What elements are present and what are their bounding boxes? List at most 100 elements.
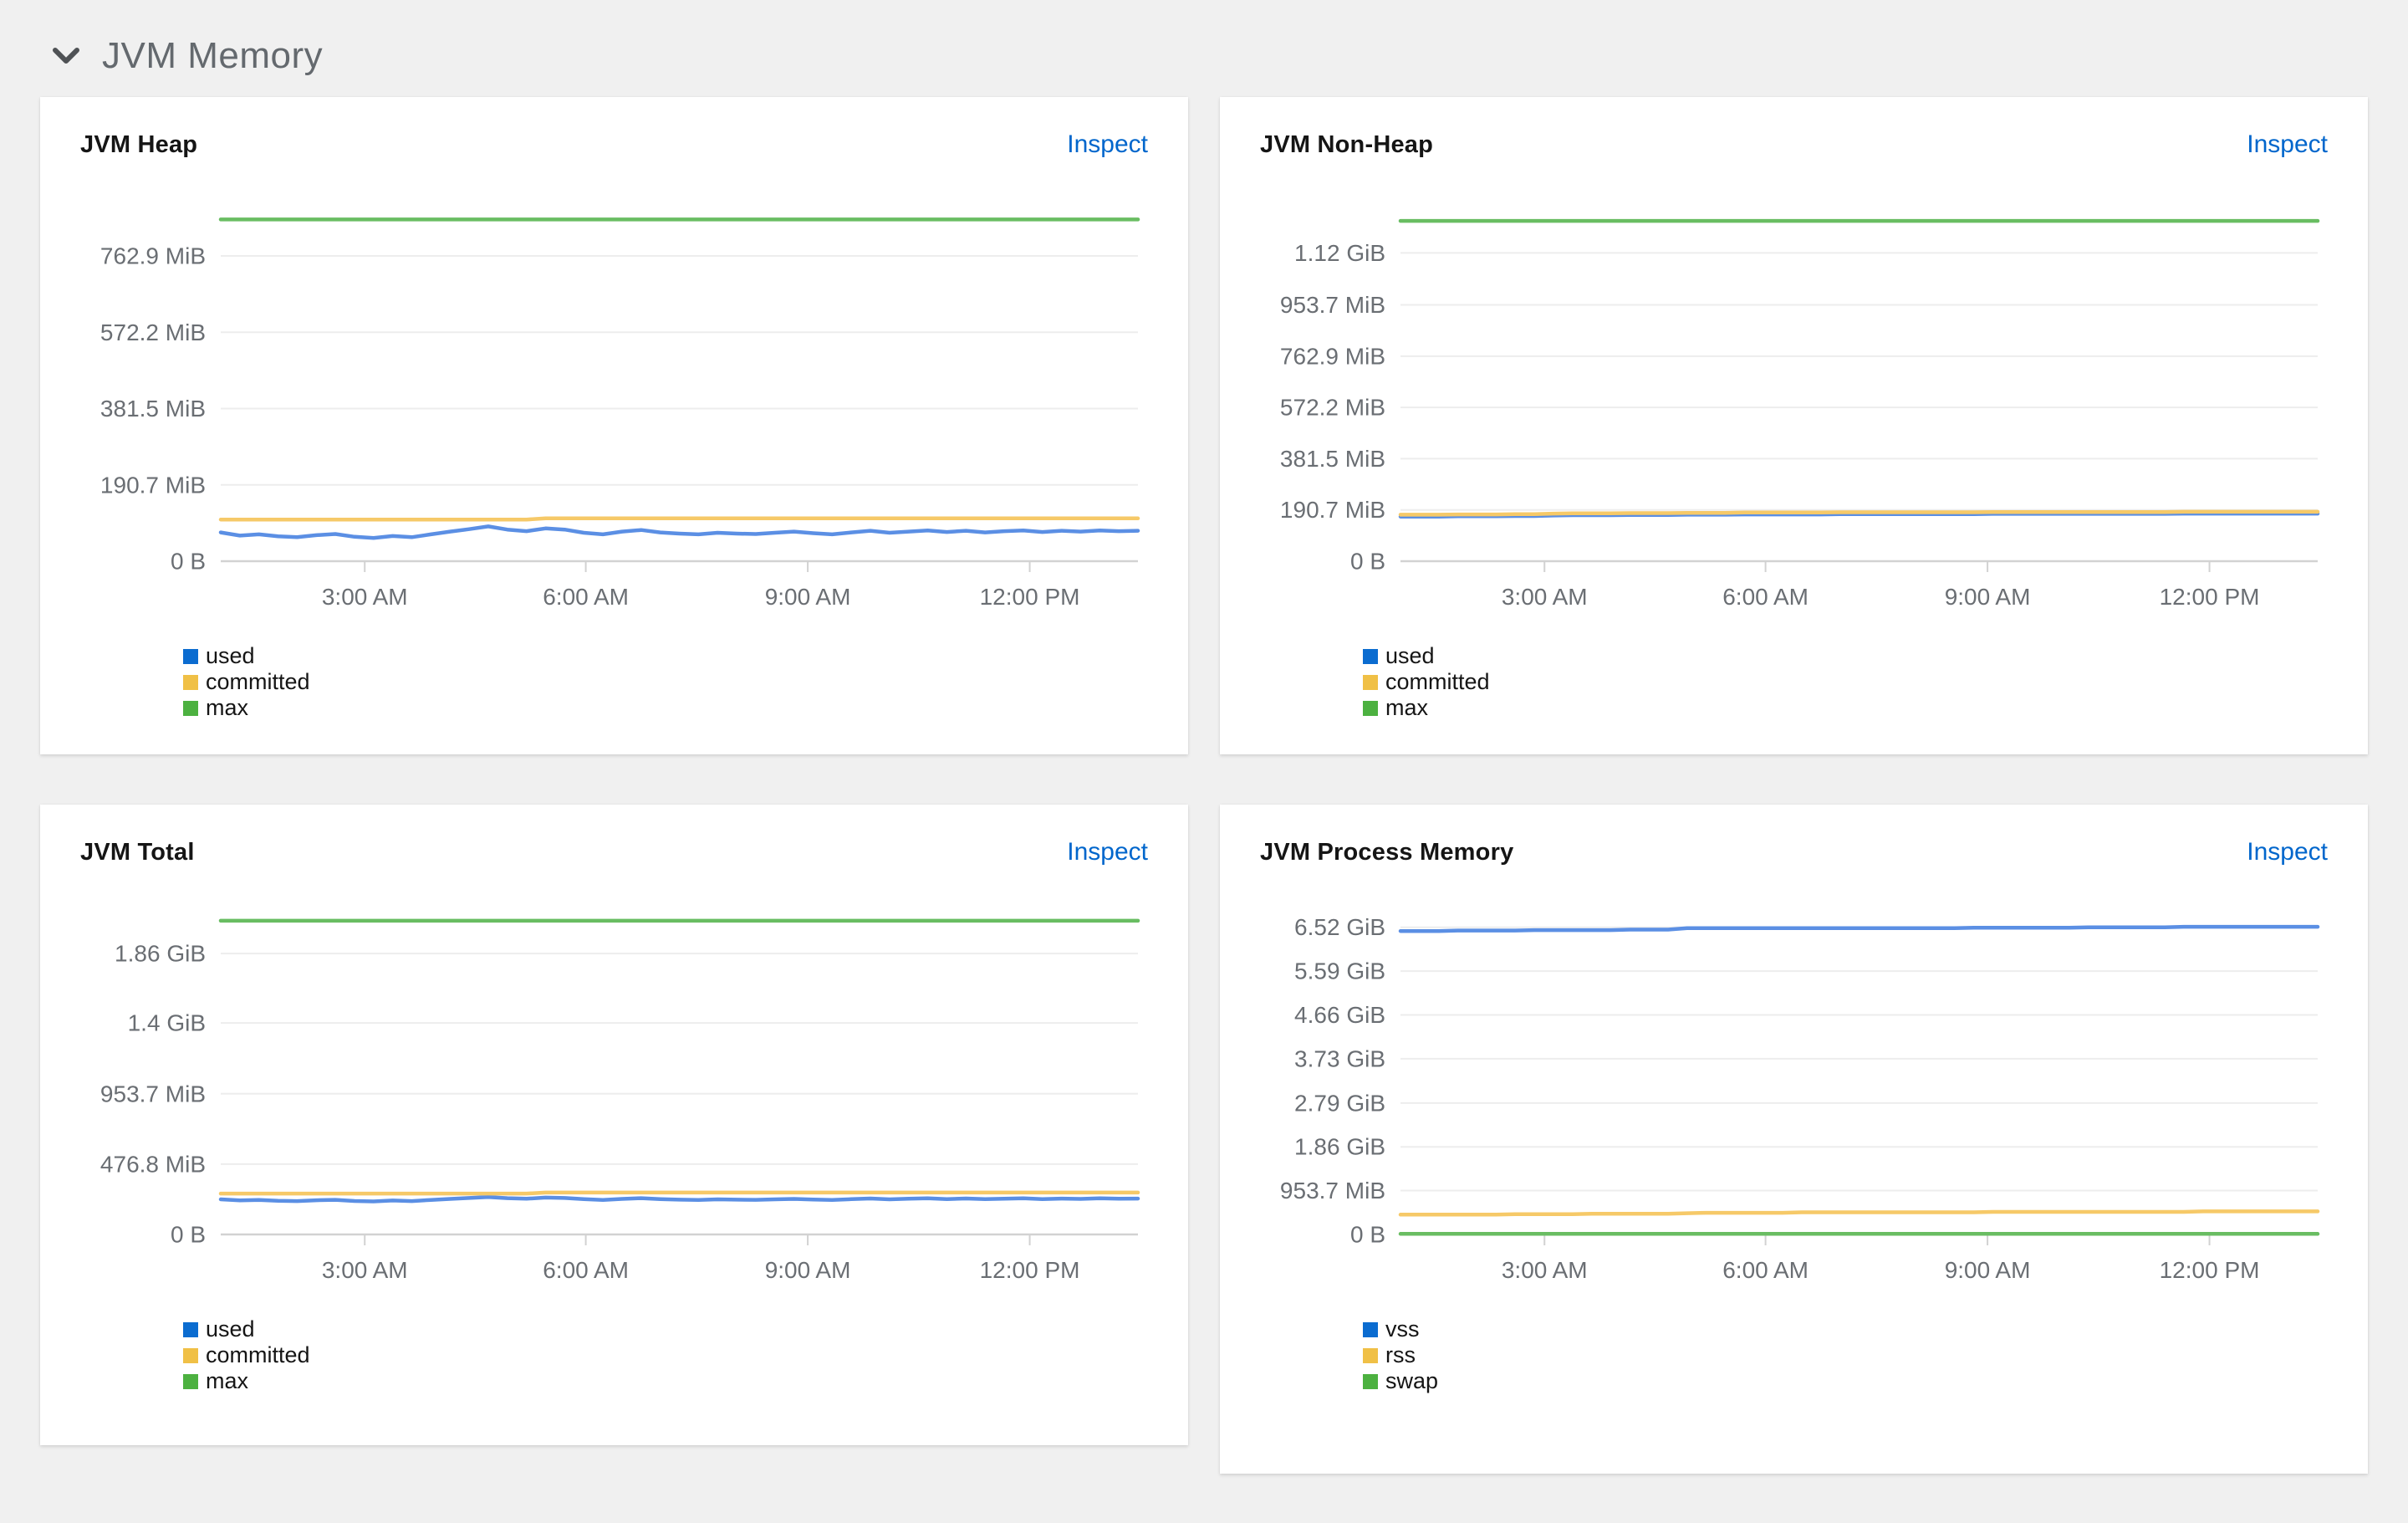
chart-canvas[interactable]: 0 B 953.7 MiB 1.86 GiB 2.79 GiB 3.73 GiB 4.66… (1257, 873, 2331, 1295)
chart-canvas[interactable]: 0 B 190.7 MiB 381.5 MiB 572.2 MiB 762.9 MiB 3… (77, 197, 1151, 621)
card-title: JVM Process Memory (1260, 839, 1514, 866)
legend-swatch (1363, 674, 1378, 690)
legend-swatch (1363, 700, 1378, 716)
chart-canvas[interactable]: 0 B 476.8 MiB 953.7 MiB 1.4 GiB 1.86 GiB 3:00… (77, 873, 1151, 1295)
legend-swatch (183, 700, 198, 716)
legend-item: committed (1363, 669, 2331, 695)
legend-item: used (183, 643, 1151, 669)
legend-item: rss (1363, 1342, 2331, 1368)
card-title: JVM Non-Heap (1260, 131, 1434, 158)
card-title: JVM Heap (80, 131, 198, 158)
svg-text:6:00 AM: 6:00 AM (543, 584, 629, 610)
svg-text:3:00 AM: 3:00 AM (322, 1257, 408, 1283)
legend-label: committed (1385, 669, 1490, 694)
svg-text:12:00 PM: 12:00 PM (2160, 584, 2260, 610)
svg-text:2.79 GiB: 2.79 GiB (1294, 1090, 1385, 1116)
inspect-link[interactable]: Inspect (2247, 838, 2328, 866)
legend-item: swap (1363, 1368, 2331, 1394)
legend-swatch (1363, 648, 1378, 664)
legend-label: max (1385, 695, 1429, 720)
svg-text:0 B: 0 B (1350, 1222, 1385, 1248)
legend-label: committed (206, 669, 310, 694)
svg-text:9:00 AM: 9:00 AM (1945, 584, 2031, 610)
svg-text:5.59 GiB: 5.59 GiB (1294, 958, 1385, 984)
legend-swatch (183, 1373, 198, 1389)
svg-text:9:00 AM: 9:00 AM (765, 1257, 851, 1283)
svg-text:6:00 AM: 6:00 AM (1722, 584, 1809, 610)
card-jvm-heap: JVM Heap Inspect 0 B 190.7 MiB 381.5 MiB 57… (40, 97, 1188, 754)
svg-text:3:00 AM: 3:00 AM (322, 584, 408, 610)
legend-item: used (183, 1316, 1151, 1342)
legend-swatch (183, 1321, 198, 1337)
svg-text:572.2 MiB: 572.2 MiB (100, 319, 206, 345)
legend-item: max (183, 695, 1151, 721)
dashboard-grid: JVM Heap Inspect 0 B 190.7 MiB 381.5 MiB 57… (40, 97, 2368, 1474)
svg-text:1.4 GiB: 1.4 GiB (128, 1010, 206, 1036)
svg-text:4.66 GiB: 4.66 GiB (1294, 1002, 1385, 1028)
svg-text:0 B: 0 B (171, 1222, 206, 1248)
legend-swatch (1363, 1321, 1378, 1337)
card-jvm-non-heap: JVM Non-Heap Inspect 0 B 190.7 MiB 381.5 M… (1220, 97, 2368, 754)
svg-text:3:00 AM: 3:00 AM (1502, 1257, 1588, 1283)
section-title: JVM Memory (102, 35, 324, 76)
chart-legend: vss rss swap (1257, 1316, 2331, 1394)
svg-text:381.5 MiB: 381.5 MiB (1280, 446, 1385, 472)
svg-text:190.7 MiB: 190.7 MiB (100, 472, 206, 498)
inspect-link[interactable]: Inspect (1067, 130, 1148, 158)
legend-label: max (206, 695, 249, 720)
chart-canvas[interactable]: 0 B 190.7 MiB 381.5 MiB 572.2 MiB 762.9 MiB 9… (1257, 197, 2331, 621)
svg-text:190.7 MiB: 190.7 MiB (1280, 497, 1385, 523)
svg-text:6.52 GiB: 6.52 GiB (1294, 914, 1385, 940)
svg-text:3.73 GiB: 3.73 GiB (1294, 1045, 1385, 1071)
card-jvm-total: JVM Total Inspect 0 B 476.8 MiB 953.7 MiB 1… (40, 805, 1188, 1445)
legend-label: swap (1385, 1368, 1439, 1393)
inspect-link[interactable]: Inspect (2247, 130, 2328, 158)
svg-text:6:00 AM: 6:00 AM (543, 1257, 629, 1283)
legend-swatch (183, 648, 198, 664)
legend-swatch (1363, 1373, 1378, 1389)
legend-item: max (183, 1368, 1151, 1394)
legend-item: committed (183, 669, 1151, 695)
legend-label: rss (1385, 1342, 1416, 1367)
legend-item: max (1363, 695, 2331, 721)
legend-label: used (206, 1316, 255, 1342)
legend-label: committed (206, 1342, 310, 1367)
chart-legend: used committed max (77, 1316, 1151, 1394)
svg-text:3:00 AM: 3:00 AM (1502, 584, 1588, 610)
svg-text:1.86 GiB: 1.86 GiB (115, 941, 206, 967)
svg-text:953.7 MiB: 953.7 MiB (1280, 292, 1385, 318)
svg-text:12:00 PM: 12:00 PM (980, 584, 1080, 610)
legend-swatch (1363, 1347, 1378, 1363)
svg-text:762.9 MiB: 762.9 MiB (100, 243, 206, 269)
svg-text:9:00 AM: 9:00 AM (1945, 1257, 2031, 1283)
svg-text:9:00 AM: 9:00 AM (765, 584, 851, 610)
svg-text:572.2 MiB: 572.2 MiB (1280, 395, 1385, 421)
chart-legend: used committed max (77, 643, 1151, 721)
legend-swatch (183, 1347, 198, 1363)
svg-text:381.5 MiB: 381.5 MiB (100, 396, 206, 422)
legend-label: used (206, 643, 255, 668)
svg-text:12:00 PM: 12:00 PM (980, 1257, 1080, 1283)
svg-text:953.7 MiB: 953.7 MiB (100, 1081, 206, 1106)
legend-item: used (1363, 643, 2331, 669)
svg-text:6:00 AM: 6:00 AM (1722, 1257, 1809, 1283)
card-jvm-process-memory: JVM Process Memory Inspect 0 B 953.7 MiB 1… (1220, 805, 2368, 1474)
svg-text:476.8 MiB: 476.8 MiB (100, 1151, 206, 1177)
legend-label: vss (1385, 1316, 1420, 1342)
svg-text:953.7 MiB: 953.7 MiB (1280, 1178, 1385, 1204)
svg-text:762.9 MiB: 762.9 MiB (1280, 343, 1385, 369)
legend-label: max (206, 1368, 249, 1393)
svg-text:0 B: 0 B (1350, 549, 1385, 575)
svg-text:12:00 PM: 12:00 PM (2160, 1257, 2260, 1283)
card-title: JVM Total (80, 839, 195, 866)
legend-swatch (183, 674, 198, 690)
svg-text:1.12 GiB: 1.12 GiB (1294, 240, 1385, 266)
svg-text:1.86 GiB: 1.86 GiB (1294, 1134, 1385, 1160)
chevron-down-icon[interactable] (52, 45, 80, 67)
section-header: JVM Memory (0, 0, 2408, 97)
legend-label: used (1385, 643, 1435, 668)
svg-text:0 B: 0 B (171, 549, 206, 575)
chart-legend: used committed max (1257, 643, 2331, 721)
inspect-link[interactable]: Inspect (1067, 838, 1148, 866)
legend-item: committed (183, 1342, 1151, 1368)
